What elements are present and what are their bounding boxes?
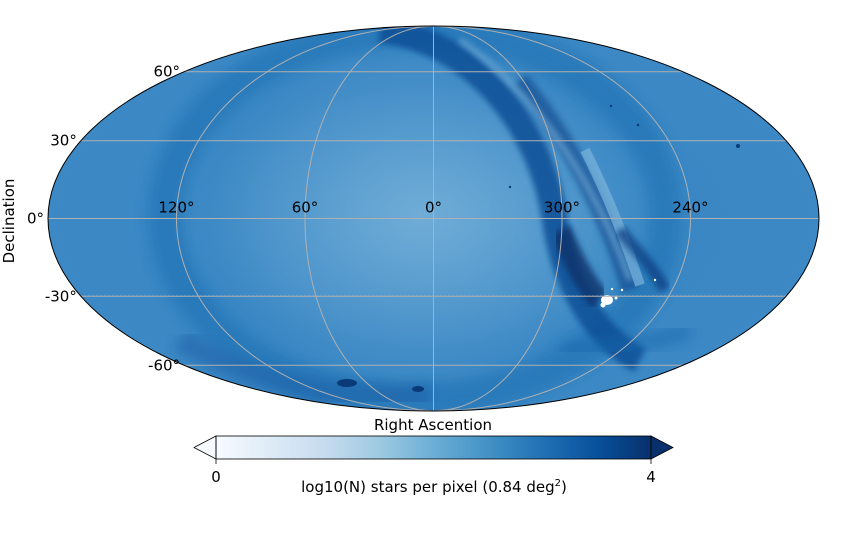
magellanic-cloud-small bbox=[337, 379, 357, 387]
ra-tick-label: 0° bbox=[425, 199, 442, 217]
grid-meridian bbox=[175, 26, 434, 411]
colorbar-extend-min bbox=[193, 435, 217, 460]
colorbar-tick-max: 4 bbox=[646, 468, 656, 486]
dec-tick-labels: 60° 30° 0° -30° -60° bbox=[27, 63, 180, 375]
coordinate-grid bbox=[48, 26, 819, 411]
saturated-spots bbox=[600, 278, 657, 308]
grid-meridian bbox=[433, 26, 563, 411]
ra-tick-label: 60° bbox=[292, 199, 319, 217]
colorbar-label-end: ) bbox=[561, 478, 567, 496]
colorbar-tick-min: 0 bbox=[211, 468, 221, 486]
ra-tick-labels: 120° 60° 0° 300° 240° bbox=[158, 199, 708, 217]
dec-tick-label: -30° bbox=[45, 287, 77, 305]
x-axis-label: Right Ascention bbox=[374, 416, 492, 434]
galactic-plane-band bbox=[378, 26, 647, 372]
galactic-anticenter-band bbox=[458, 37, 633, 282]
sky-density-map bbox=[48, 26, 819, 411]
dec-tick-label: -60° bbox=[148, 356, 180, 374]
colorbar-label-sup: 2 bbox=[555, 478, 561, 489]
dec-tick-label: 30° bbox=[50, 132, 77, 150]
ra-tick-label: 300° bbox=[544, 199, 580, 217]
colorbar: 0 4 log10(N) stars per pixel (0.84 deg2) bbox=[193, 435, 674, 496]
colorbar-label: log10(N) stars per pixel (0.84 deg2) bbox=[301, 478, 567, 496]
ra-tick-label: 240° bbox=[672, 199, 708, 217]
grid-meridian bbox=[304, 26, 434, 411]
grid-meridian bbox=[433, 26, 692, 411]
colorbar-extend-max bbox=[650, 435, 674, 460]
projection-outline bbox=[47, 25, 820, 412]
ra-tick-label: 120° bbox=[158, 199, 194, 217]
dec-tick-label: 0° bbox=[27, 210, 44, 228]
colorbar-label-main: log10(N) stars per pixel (0.84 deg bbox=[301, 478, 555, 496]
dec-tick-label: 60° bbox=[153, 63, 180, 81]
y-axis-label: Declination bbox=[0, 179, 18, 264]
colorbar-gradient bbox=[216, 436, 651, 459]
